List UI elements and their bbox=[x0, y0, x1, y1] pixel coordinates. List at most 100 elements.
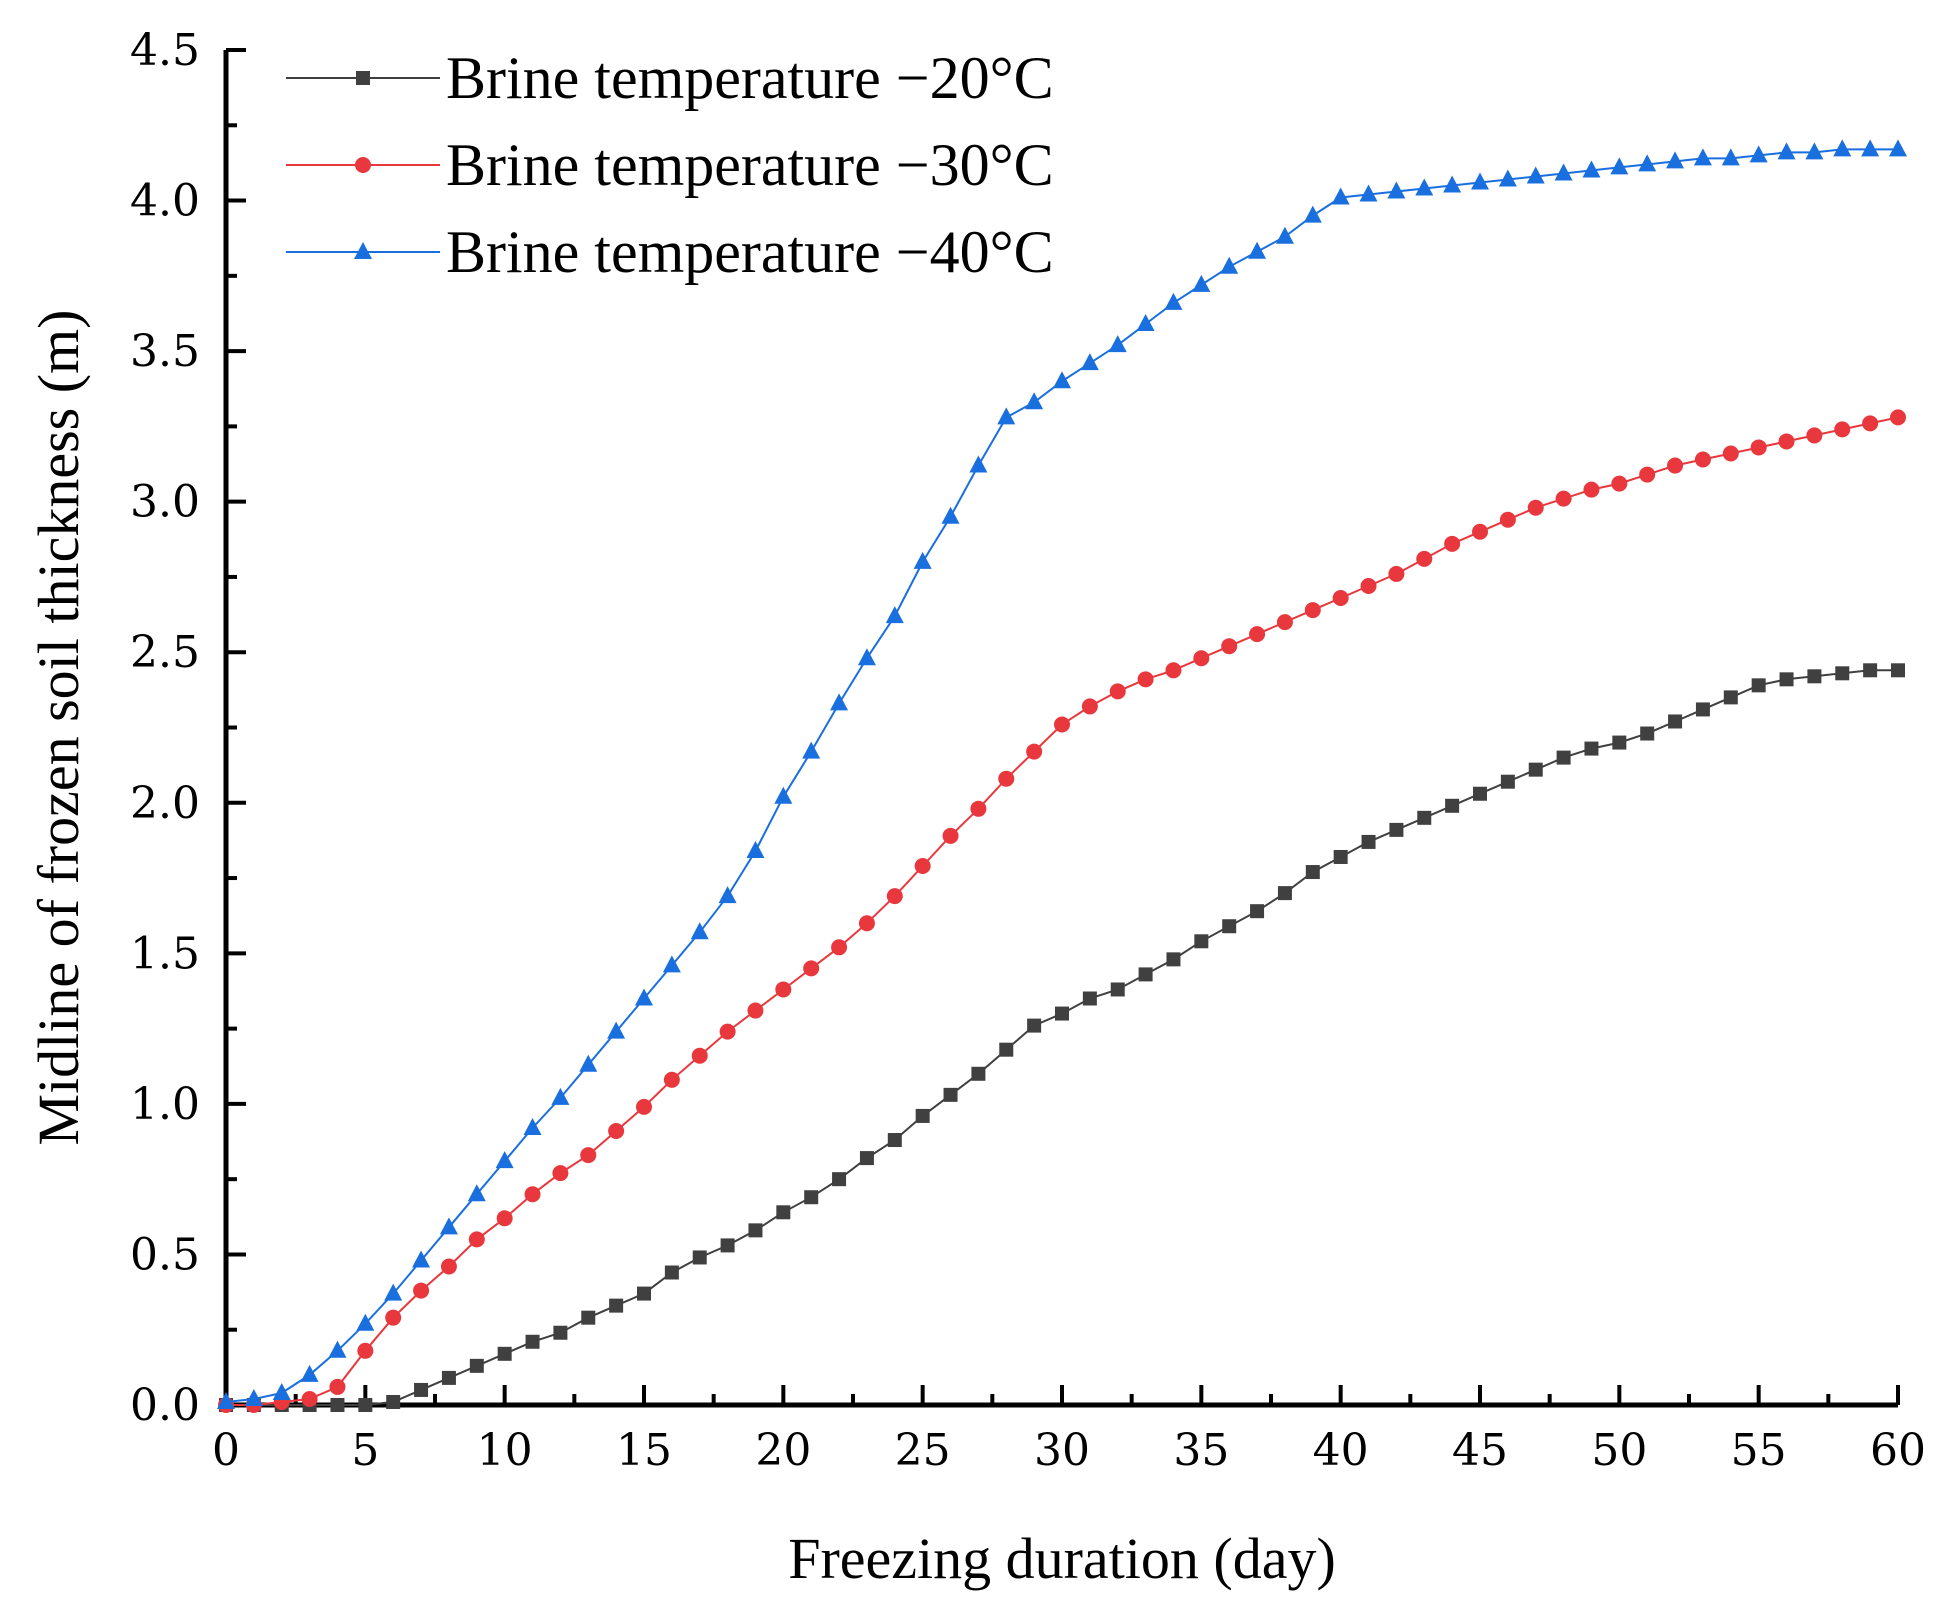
data-point-square bbox=[441, 1370, 456, 1385]
data-point-circle bbox=[1221, 638, 1238, 655]
data-point-triangle bbox=[913, 551, 932, 569]
data-point-square bbox=[386, 1394, 401, 1409]
data-point-square bbox=[414, 1382, 429, 1397]
data-point-triangle bbox=[1889, 139, 1907, 157]
legend-item: Brine temperature −20°C bbox=[286, 45, 1054, 111]
data-point-triangle bbox=[1554, 163, 1573, 181]
legend: Brine temperature −20°C Brine temperature… bbox=[286, 45, 1054, 285]
data-point-square bbox=[1361, 834, 1376, 849]
y-tick-label: 3.0 bbox=[130, 477, 200, 528]
x-tick-label: 60 bbox=[1870, 1425, 1926, 1476]
data-point-triangle bbox=[1749, 145, 1768, 163]
data-point-circle bbox=[1081, 698, 1098, 715]
data-point-triangle bbox=[635, 988, 653, 1006]
data-point-triangle bbox=[941, 506, 960, 524]
data-point-square bbox=[1473, 786, 1487, 801]
y-tick-label: 4.5 bbox=[130, 25, 200, 76]
data-point-triangle bbox=[1443, 175, 1462, 193]
data-point-triangle bbox=[1721, 148, 1740, 166]
series-line bbox=[226, 416, 1899, 1406]
x-tick-label: 10 bbox=[477, 1425, 533, 1476]
data-point-triangle bbox=[523, 1117, 542, 1135]
data-point-circle bbox=[970, 800, 987, 817]
data-point-square bbox=[1333, 849, 1348, 864]
data-point-triangle bbox=[802, 741, 821, 759]
series-circle bbox=[218, 409, 1906, 1413]
data-point-square bbox=[1556, 750, 1571, 765]
data-point-circle bbox=[552, 1165, 569, 1182]
y-axis-title: Midline of frozen soil thickness (m) bbox=[26, 310, 91, 1146]
data-point-square bbox=[637, 1286, 651, 1301]
data-point-triangle bbox=[1359, 184, 1378, 202]
data-point-circle bbox=[1054, 716, 1070, 733]
data-point-square bbox=[1891, 663, 1905, 678]
data-point-triangle bbox=[300, 1364, 319, 1382]
data-point-square bbox=[1305, 865, 1320, 880]
data-point-triangle bbox=[1638, 154, 1657, 172]
data-point-circle bbox=[1694, 451, 1711, 468]
y-tick-label: 1.5 bbox=[130, 928, 200, 979]
data-point-circle bbox=[858, 915, 875, 932]
data-point-square bbox=[832, 1172, 847, 1187]
data-point-circle bbox=[663, 1071, 680, 1088]
data-point-circle bbox=[775, 981, 792, 998]
x-tick-label: 20 bbox=[755, 1425, 811, 1476]
data-point-triangle bbox=[1108, 335, 1127, 353]
data-point-circle bbox=[1611, 475, 1628, 492]
data-point-square bbox=[943, 1087, 958, 1102]
data-point-square bbox=[1640, 726, 1655, 741]
y-axis: 0.0 0.5 1.0 1.5 2.0 2.5 3.0 3.5 4.0 4.5 bbox=[130, 25, 246, 1431]
data-point-triangle bbox=[969, 455, 988, 473]
data-point-circle bbox=[691, 1047, 708, 1064]
data-point-square bbox=[1584, 741, 1599, 756]
data-point-square bbox=[1417, 810, 1432, 825]
x-tick-label: 50 bbox=[1591, 1425, 1647, 1476]
data-point-square bbox=[609, 1298, 624, 1313]
data-point-triangle bbox=[354, 242, 372, 259]
data-point-circle bbox=[1472, 523, 1488, 540]
data-point-square bbox=[1055, 1006, 1069, 1021]
data-point-triangle bbox=[467, 1184, 486, 1202]
data-point-triangle bbox=[328, 1340, 347, 1358]
data-point-circle bbox=[1527, 499, 1544, 516]
data-point-triangle bbox=[1248, 241, 1267, 259]
data-point-triangle bbox=[1610, 157, 1629, 175]
data-point-triangle bbox=[885, 606, 904, 624]
data-point-square bbox=[1110, 982, 1125, 997]
y-tick-label: 3.5 bbox=[130, 326, 200, 377]
data-point-circle bbox=[831, 939, 848, 956]
data-point-triangle bbox=[690, 922, 709, 940]
data-point-triangle bbox=[1331, 187, 1350, 205]
y-tick-label: 2.0 bbox=[130, 778, 200, 829]
data-point-triangle bbox=[1053, 371, 1071, 389]
data-point-circle bbox=[747, 1002, 764, 1019]
data-point-square bbox=[1695, 702, 1710, 717]
data-point-square bbox=[1500, 774, 1515, 789]
data-point-circle bbox=[1416, 550, 1433, 567]
legend-label: Brine temperature −20°C bbox=[446, 45, 1054, 111]
series-line bbox=[226, 669, 1898, 1406]
data-point-circle bbox=[1360, 577, 1377, 594]
x-tick-label: 35 bbox=[1173, 1425, 1229, 1476]
data-point-triangle bbox=[1471, 172, 1489, 190]
data-point-circle bbox=[1862, 415, 1879, 432]
data-point-circle bbox=[636, 1098, 652, 1115]
data-point-circle bbox=[468, 1231, 485, 1248]
data-point-triangle bbox=[1192, 274, 1211, 292]
data-point-triangle bbox=[1861, 139, 1880, 157]
y-tick-label: 2.5 bbox=[130, 627, 200, 678]
data-point-triangle bbox=[1526, 166, 1545, 184]
data-point-square bbox=[1250, 904, 1265, 919]
data-point-circle bbox=[301, 1390, 318, 1407]
data-point-triangle bbox=[1025, 392, 1044, 410]
data-point-square bbox=[915, 1108, 930, 1123]
data-point-square bbox=[971, 1066, 986, 1081]
data-point-square bbox=[1751, 678, 1766, 693]
data-point-triangle bbox=[439, 1217, 458, 1235]
data-point-circle bbox=[1806, 427, 1823, 444]
data-point-square bbox=[497, 1346, 512, 1361]
series-triangle bbox=[217, 139, 1907, 1409]
data-point-triangle bbox=[607, 1021, 626, 1039]
data-point-triangle bbox=[356, 1313, 375, 1331]
